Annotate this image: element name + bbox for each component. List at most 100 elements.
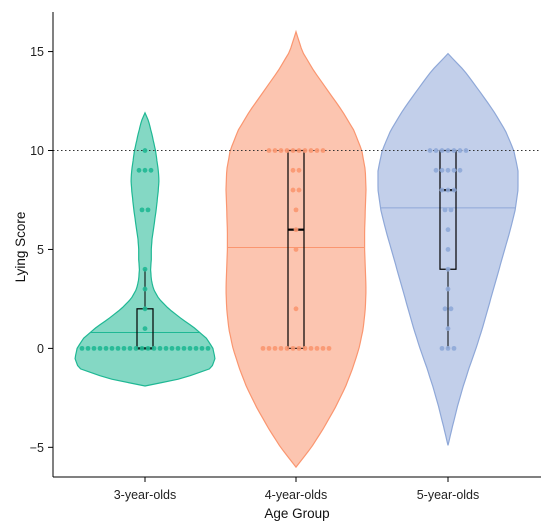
data-point-4-year-olds: [296, 187, 302, 193]
data-point-3-year-olds: [136, 167, 142, 173]
y-tick-label: 15: [30, 45, 44, 59]
y-ticks: −5 0 5 10 15: [30, 45, 53, 455]
data-point-3-year-olds: [142, 286, 148, 292]
violin-3-year-olds: [74, 111, 216, 387]
data-point-3-year-olds: [115, 345, 121, 351]
data-point-5-year-olds: [448, 306, 454, 312]
data-point-3-year-olds: [145, 345, 151, 351]
y-tick-label: 0: [37, 342, 44, 356]
data-point-4-year-olds: [272, 148, 278, 153]
data-point-4-year-olds: [293, 207, 299, 213]
data-point-4-year-olds: [278, 345, 284, 351]
data-point-5-year-olds: [463, 148, 469, 153]
data-point-5-year-olds: [445, 227, 451, 233]
data-point-4-year-olds: [266, 345, 272, 351]
data-point-4-year-olds: [308, 148, 314, 153]
axes: [52, 12, 541, 478]
box-4-year-olds: [287, 149, 305, 349]
data-point-3-year-olds: [142, 326, 148, 331]
data-point-5-year-olds: [445, 247, 451, 252]
data-point-5-year-olds: [439, 345, 445, 351]
data-point-4-year-olds: [293, 247, 299, 252]
data-point-3-year-olds: [79, 345, 85, 351]
data-point-5-year-olds: [451, 187, 457, 193]
data-point-5-year-olds: [448, 207, 454, 213]
data-point-5-year-olds: [442, 207, 448, 213]
data-point-5-year-olds: [457, 167, 463, 173]
data-point-4-year-olds: [302, 345, 308, 351]
data-point-3-year-olds: [163, 345, 169, 351]
data-point-5-year-olds: [433, 167, 439, 173]
data-point-5-year-olds: [445, 326, 451, 331]
data-point-4-year-olds: [314, 345, 320, 351]
data-point-3-year-olds: [139, 345, 145, 351]
data-point-4-year-olds: [326, 345, 332, 351]
data-point-5-year-olds: [445, 286, 451, 292]
data-point-3-year-olds: [142, 148, 148, 153]
data-point-5-year-olds: [445, 266, 451, 272]
data-point-3-year-olds: [142, 306, 148, 312]
data-point-3-year-olds: [199, 345, 205, 351]
data-point-4-year-olds: [266, 148, 272, 153]
data-point-4-year-olds: [284, 345, 290, 351]
data-point-3-year-olds: [181, 345, 187, 351]
data-point-4-year-olds: [272, 345, 278, 351]
data-point-5-year-olds: [439, 148, 445, 153]
x-axis-title: Age Group: [264, 506, 329, 521]
data-point-5-year-olds: [451, 167, 457, 173]
data-point-4-year-olds: [290, 345, 296, 351]
y-tick-label: −5: [30, 441, 44, 455]
data-point-4-year-olds: [320, 345, 326, 351]
data-point-3-year-olds: [187, 345, 193, 351]
data-point-3-year-olds: [109, 345, 115, 351]
data-point-5-year-olds: [457, 148, 463, 153]
data-point-5-year-olds: [445, 148, 451, 153]
data-point-3-year-olds: [103, 345, 109, 351]
data-point-5-year-olds: [439, 167, 445, 173]
x-tick-label-4-year-olds: 4-year-olds: [265, 488, 328, 502]
data-point-5-year-olds: [445, 345, 451, 351]
data-point-5-year-olds: [445, 187, 451, 193]
point-layer: [79, 148, 469, 351]
x-tick-label-5-year-olds: 5-year-olds: [417, 488, 480, 502]
data-point-3-year-olds: [175, 345, 181, 351]
data-point-3-year-olds: [148, 167, 154, 173]
data-point-4-year-olds: [260, 345, 266, 351]
data-point-3-year-olds: [121, 345, 127, 351]
data-point-4-year-olds: [293, 306, 299, 312]
data-point-5-year-olds: [451, 345, 457, 351]
data-point-4-year-olds: [320, 148, 326, 153]
data-point-3-year-olds: [127, 345, 133, 351]
data-point-3-year-olds: [133, 345, 139, 351]
data-point-4-year-olds: [290, 167, 296, 173]
data-point-3-year-olds: [205, 345, 211, 351]
data-point-5-year-olds: [433, 148, 439, 153]
data-point-3-year-olds: [193, 345, 199, 351]
data-point-5-year-olds: [442, 306, 448, 312]
data-point-5-year-olds: [445, 167, 451, 173]
data-point-4-year-olds: [296, 167, 302, 173]
data-point-4-year-olds: [290, 187, 296, 193]
data-point-5-year-olds: [439, 187, 445, 193]
data-point-5-year-olds: [451, 148, 457, 153]
y-tick-label: 10: [30, 144, 44, 158]
data-point-3-year-olds: [169, 345, 175, 351]
data-point-4-year-olds: [290, 148, 296, 153]
data-point-4-year-olds: [308, 345, 314, 351]
data-point-4-year-olds: [293, 227, 299, 233]
data-point-4-year-olds: [314, 148, 320, 153]
data-point-3-year-olds: [145, 207, 151, 213]
data-point-4-year-olds: [296, 148, 302, 153]
x-tick-label-3-year-olds: 3-year-olds: [114, 488, 177, 502]
x-ticks: 3-year-olds 4-year-olds 5-year-olds: [114, 477, 480, 502]
data-point-3-year-olds: [142, 167, 148, 173]
data-point-3-year-olds: [97, 345, 103, 351]
data-point-3-year-olds: [139, 207, 145, 213]
y-tick-label: 5: [37, 243, 44, 257]
data-point-4-year-olds: [302, 148, 308, 153]
data-point-3-year-olds: [157, 345, 163, 351]
data-point-4-year-olds: [278, 148, 284, 153]
data-point-3-year-olds: [142, 266, 148, 272]
data-point-3-year-olds: [91, 345, 97, 351]
